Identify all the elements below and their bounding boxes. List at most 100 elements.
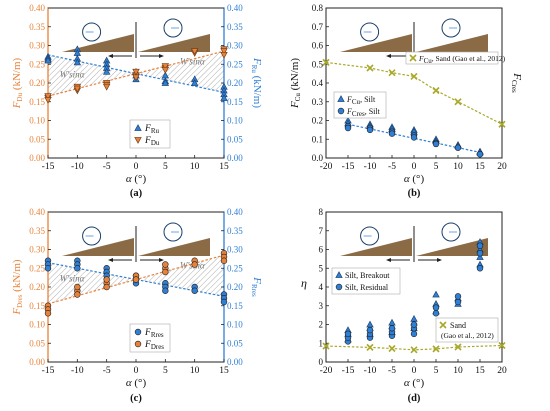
x-tick-label: -5 [388,366,396,376]
x-tick-label: 0 [134,366,139,376]
y-tick-label: 0.30 [29,41,45,51]
legend-marker [134,340,142,348]
x-tick-label: 10 [190,162,200,172]
region-label: W'sinα [60,69,85,79]
y-tick-label-right: 0.15 [227,97,243,107]
y-tick-label: 0.00 [29,357,45,367]
legend [331,267,401,295]
y-tick-label: 0.05 [29,134,45,144]
legend [129,119,171,149]
data-point [388,69,396,77]
region-label: W'sinα [60,273,85,283]
y-tick-label-right: 0.00 [227,357,243,367]
hatched-region [48,262,136,304]
x-tick-label: 10 [190,366,200,376]
data-point [220,52,228,59]
y-tick-label: 0.3 [312,97,324,107]
y-tick-label: 7 [319,226,324,236]
legend-label: FCres, Silt [346,107,381,118]
x-tick-label: 10 [453,366,463,376]
x-tick-label: 0 [412,366,417,376]
y-axis-label-right: FCres [510,72,523,93]
legend-marker [439,321,447,329]
y-tick-label: 0.10 [29,116,45,126]
data-point [498,120,506,128]
x-tick-label: 15 [219,366,229,376]
data-point [476,242,484,249]
x-tick-label: 0 [412,162,417,172]
x-tick-label: 5 [163,162,168,172]
y-tick-label-right: 0.05 [227,134,243,144]
data-point [190,79,199,86]
data-point [73,58,82,66]
right-slope [138,238,210,256]
data-point [432,310,440,317]
hatched-region [48,54,136,97]
data-point [162,268,169,276]
data-point [44,265,52,272]
data-point [410,72,418,81]
data-point [132,68,140,76]
y-tick-label: 0.20 [29,78,45,88]
y-tick-label-right: 0.10 [227,320,243,330]
data-point [476,151,484,158]
y-tick-label: 0.0 [312,153,324,163]
data-point [366,343,374,351]
x-axis-label: α (°) [126,377,147,389]
x-tick-label: -20 [320,162,333,172]
panel-caption: (c) [130,393,142,404]
x-tick-label: -5 [388,162,396,172]
data-point [73,85,82,93]
data-point [366,326,374,334]
arrow-left-head [108,54,113,58]
data-point [44,93,52,100]
data-point [410,321,418,328]
panel-caption: (a) [130,188,143,199]
y-tick-label-right: 0.20 [227,78,243,88]
data-point [191,287,198,294]
y-tick-label: 0.8 [312,3,324,13]
x-tick-label: 10 [453,162,463,172]
x-axis-label: α (°) [126,173,147,185]
legend-marker [134,137,142,144]
data-point [410,315,418,322]
data-point [432,304,440,311]
data-point [220,94,228,101]
x-axis-label: α (°) [404,173,425,185]
panel-caption: (b) [408,188,421,199]
x-tick-label: -10 [71,366,84,376]
data-point [454,343,462,351]
y-tick-label-right: 0.25 [227,59,243,69]
data-point [74,291,81,298]
y-tick-label-right: 0.35 [227,22,243,32]
right-slope [138,34,210,52]
left-slope [62,238,134,256]
legend-label: Silt, Breakout [345,271,390,280]
y-tick-label: 0.15 [29,97,45,107]
legend [129,323,171,353]
legend-label: FDu [144,136,160,147]
y-tick-label: 0.20 [29,282,45,292]
legend-marker [335,283,343,291]
data-point [322,342,330,350]
y-tick-label: 8 [319,207,324,217]
data-point [344,124,352,132]
left-slope [340,34,412,52]
y-tick-label: 0.5 [312,59,324,69]
x-tick-label: -15 [42,162,55,172]
y-tick-label: 1 [319,338,324,348]
data-point [366,320,374,328]
data-point [103,283,110,291]
data-point [388,325,396,332]
y-tick-label: 0.1 [312,134,323,144]
y-tick-label: 0.40 [29,207,45,217]
legend [405,51,499,65]
y-tick-label: 0.4 [312,78,324,88]
x-tick-label: -20 [320,366,333,376]
y-tick-label: 0.35 [29,226,45,236]
y-tick-label: 0.10 [29,320,45,330]
data-point [388,344,396,353]
legend-label: FDres [144,340,164,351]
